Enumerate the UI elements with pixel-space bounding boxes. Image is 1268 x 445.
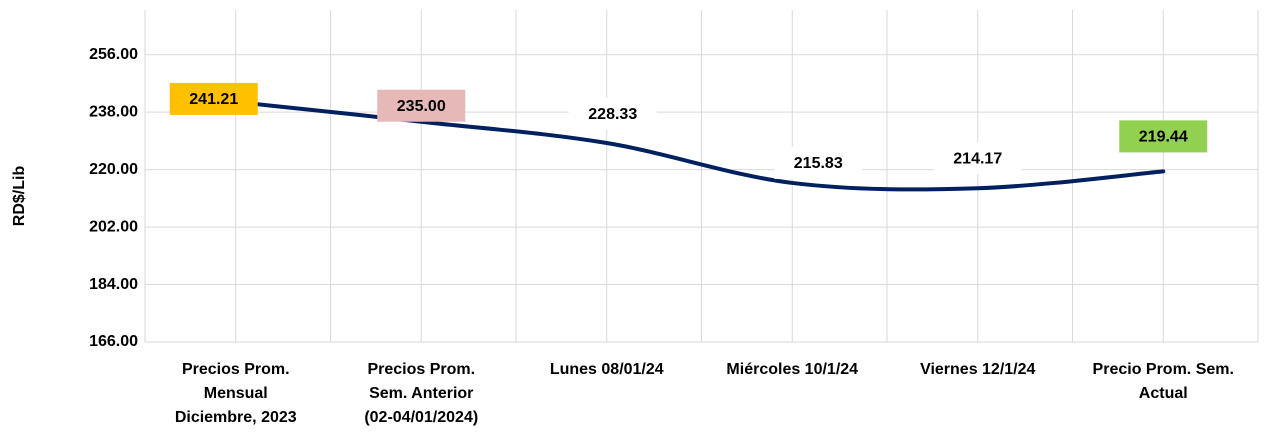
data-label: 235.00 [397, 98, 446, 115]
data-label: 215.83 [794, 155, 843, 172]
y-tick-label: 184.00 [89, 276, 138, 293]
data-label: 228.33 [588, 106, 637, 123]
data-label-box [933, 142, 1022, 175]
y-tick-label: 256.00 [89, 46, 138, 63]
x-tick-label: Precio Prom. Sem. Actual [1092, 361, 1234, 402]
data-label: 219.44 [1139, 129, 1188, 146]
data-label-box [1119, 120, 1208, 153]
x-tick-label: Lunes 08/01/24 [549, 361, 664, 378]
x-tick-label: Precios Prom. Sem. Anterior (02-04/01/20… [364, 361, 479, 426]
y-tick-label: 202.00 [89, 218, 138, 235]
y-tick-label: 166.00 [89, 333, 138, 350]
data-label-box [568, 98, 657, 131]
data-label-box [169, 82, 258, 115]
data-label-box [377, 89, 466, 122]
x-tick-label: Viernes 12/1/24 [920, 361, 1036, 378]
data-label: 241.21 [189, 91, 238, 108]
data-label: 214.17 [953, 150, 1002, 167]
x-tick-label: Precios Prom. Mensual Diciembre, 2023 [174, 361, 297, 426]
x-tick-label: Miércoles 10/1/24 [726, 361, 859, 378]
y-axis-title: RD$/Lib [11, 166, 28, 227]
data-label-box [774, 146, 863, 179]
y-tick-label: 220.00 [89, 161, 138, 178]
y-tick-label: 238.00 [89, 103, 138, 120]
line [233, 99, 1166, 192]
